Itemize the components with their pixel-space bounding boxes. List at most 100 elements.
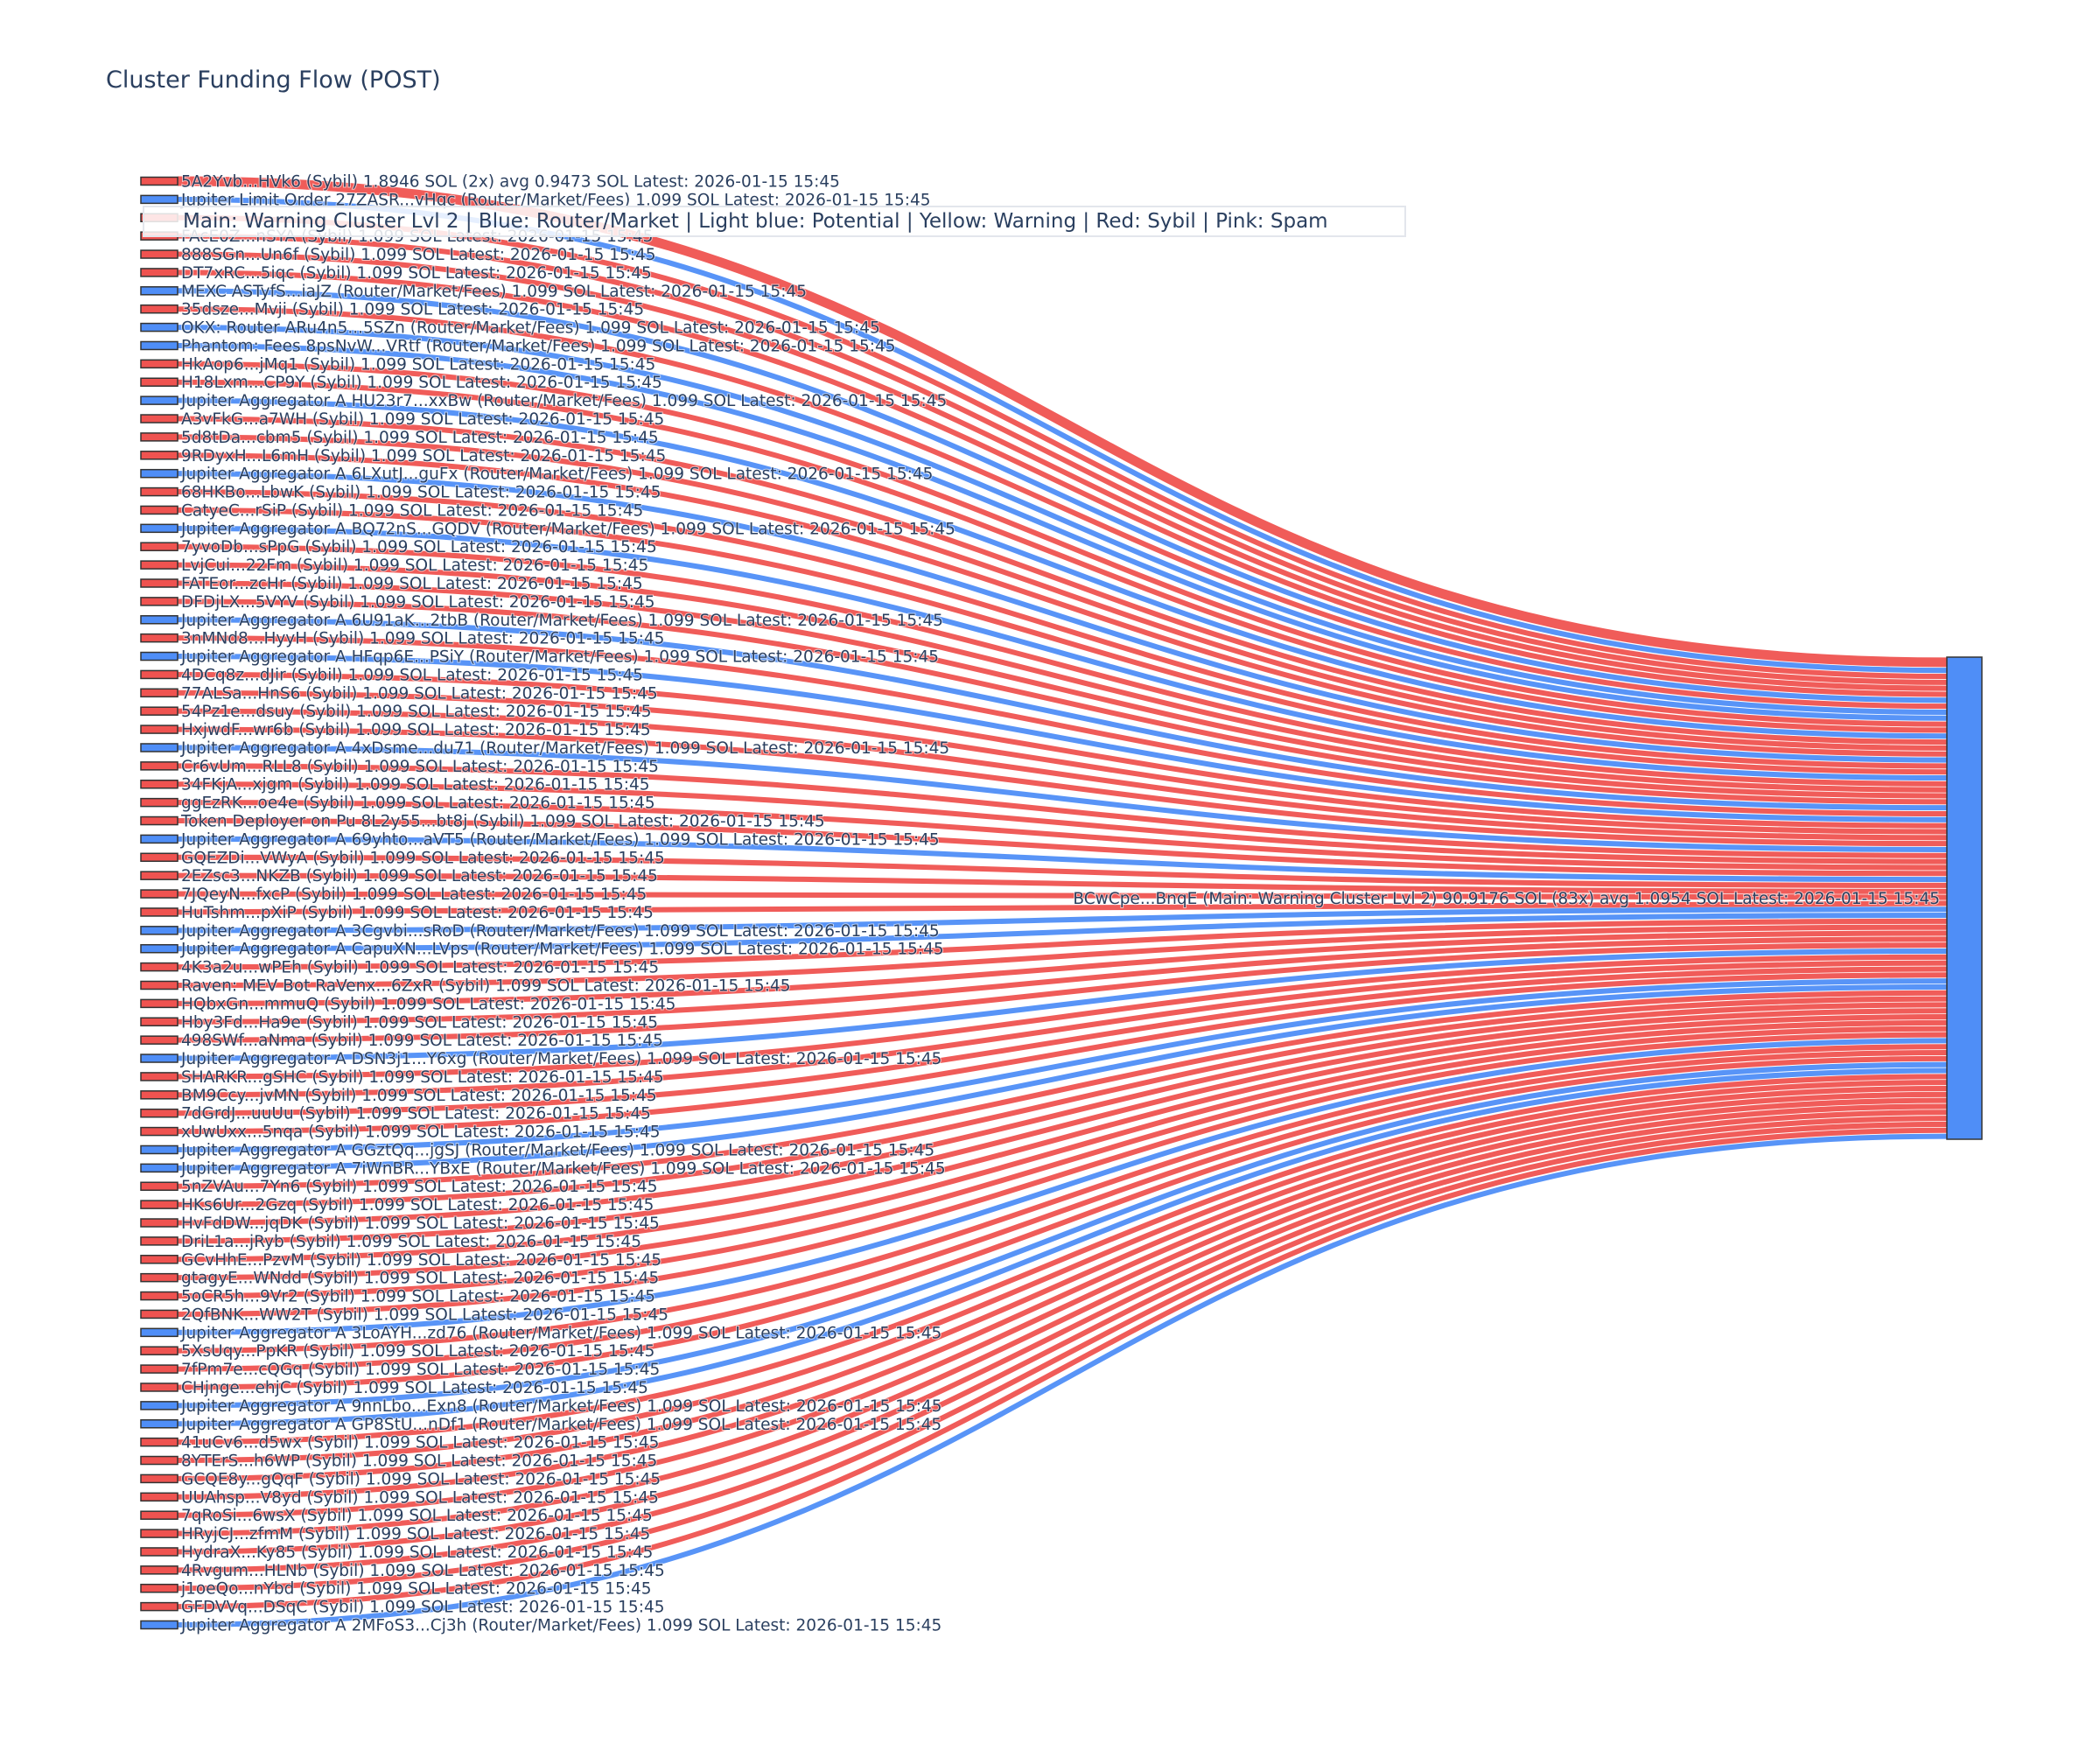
flow-link[interactable] [177,1055,1948,1390]
source-node[interactable] [140,322,178,332]
flow-link[interactable] [177,617,1948,811]
flow-link[interactable] [177,1074,1948,1446]
flow-link[interactable] [177,214,1948,680]
source-node[interactable] [140,1218,178,1228]
flow-link[interactable] [177,233,1948,685]
source-node[interactable] [140,523,178,534]
source-node[interactable] [140,377,178,387]
source-node[interactable] [140,1236,178,1246]
flow-link[interactable] [177,525,1948,781]
source-node[interactable] [140,396,178,405]
flow-link[interactable] [177,654,1948,822]
source-node[interactable] [140,1474,178,1484]
source-node[interactable] [140,268,178,277]
flow-link[interactable] [177,1110,1948,1555]
source-node[interactable] [140,194,178,205]
source-node[interactable] [140,669,178,680]
flow-link[interactable] [177,1032,1948,1317]
flow-link[interactable] [177,416,1948,746]
source-node[interactable] [140,414,178,424]
source-node[interactable] [140,578,178,588]
flow-link[interactable] [177,1127,1948,1610]
flow-link[interactable] [177,325,1948,715]
flow-link[interactable] [177,1038,1948,1335]
source-node[interactable] [140,1510,178,1520]
flow-link[interactable] [177,1019,1948,1281]
source-node[interactable] [140,1072,178,1082]
flow-link[interactable] [177,984,1948,1171]
source-node[interactable] [140,779,178,789]
flow-link[interactable] [177,990,1948,1189]
source-node[interactable] [140,249,178,259]
source-node[interactable] [140,560,178,570]
source-node[interactable] [140,1181,178,1191]
flow-link[interactable] [177,1097,1948,1518]
flow-link[interactable] [177,1085,1948,1481]
source-node[interactable] [140,505,178,515]
source-node[interactable] [140,542,178,551]
source-node[interactable] [140,1492,178,1502]
source-node[interactable] [140,1601,178,1612]
source-node[interactable] [140,651,178,662]
flow-link[interactable] [177,948,1948,1061]
source-node[interactable] [140,432,178,442]
source-node[interactable] [140,1126,178,1137]
source-node[interactable] [140,1437,178,1447]
flow-link[interactable] [177,781,1948,864]
flow-link[interactable] [177,434,1948,751]
source-node[interactable] [140,1565,178,1575]
target-node[interactable] [1946,656,1983,1140]
flow-link[interactable] [177,872,1948,894]
source-node[interactable] [140,1200,178,1209]
flow-link[interactable] [177,471,1948,763]
source-node[interactable] [140,998,178,1009]
flow-link[interactable] [177,906,1948,934]
source-node[interactable] [140,486,178,497]
flow-link[interactable] [177,763,1948,858]
flow-link[interactable] [177,900,1948,915]
source-node[interactable] [140,1035,178,1045]
source-node[interactable] [140,340,178,351]
flow-link[interactable] [177,1026,1948,1299]
source-node[interactable] [140,761,178,771]
flow-link[interactable] [177,1080,1948,1464]
flow-link[interactable] [177,891,1948,900]
flow-link[interactable] [177,1008,1948,1244]
flow-link[interactable] [177,397,1948,739]
source-node[interactable] [140,451,178,460]
flow-link[interactable] [177,306,1948,710]
flow-link[interactable] [177,936,1948,1025]
flow-link[interactable] [177,507,1948,775]
source-node[interactable] [140,889,178,899]
source-node[interactable] [140,1455,178,1466]
source-node[interactable] [140,1291,178,1301]
source-node[interactable] [140,1620,178,1630]
source-node[interactable] [140,834,178,844]
source-node[interactable] [140,724,178,734]
flow-link[interactable] [177,360,1948,727]
flow-link[interactable] [177,562,1948,793]
flow-link[interactable] [177,800,1948,871]
flow-link[interactable] [177,580,1948,799]
source-node[interactable] [140,1419,178,1429]
flow-link[interactable] [177,954,1948,1080]
flow-link[interactable] [177,690,1948,835]
source-node[interactable] [140,1529,178,1538]
flow-link[interactable] [177,671,1948,829]
source-node[interactable] [140,1583,178,1593]
flow-link[interactable] [177,1121,1948,1592]
source-node[interactable] [140,1017,178,1027]
flow-link[interactable] [177,978,1948,1152]
source-node[interactable] [140,1401,178,1410]
flow-link[interactable] [177,598,1948,805]
flow-link[interactable] [177,1091,1948,1500]
flow-link[interactable] [177,489,1948,769]
source-node[interactable] [140,1327,178,1338]
flow-link[interactable] [177,918,1948,970]
source-node[interactable] [140,962,178,972]
source-node[interactable] [140,1309,178,1320]
flow-link[interactable] [177,342,1948,721]
source-node[interactable] [140,1144,178,1155]
source-node[interactable] [140,943,178,954]
source-node[interactable] [140,907,178,917]
